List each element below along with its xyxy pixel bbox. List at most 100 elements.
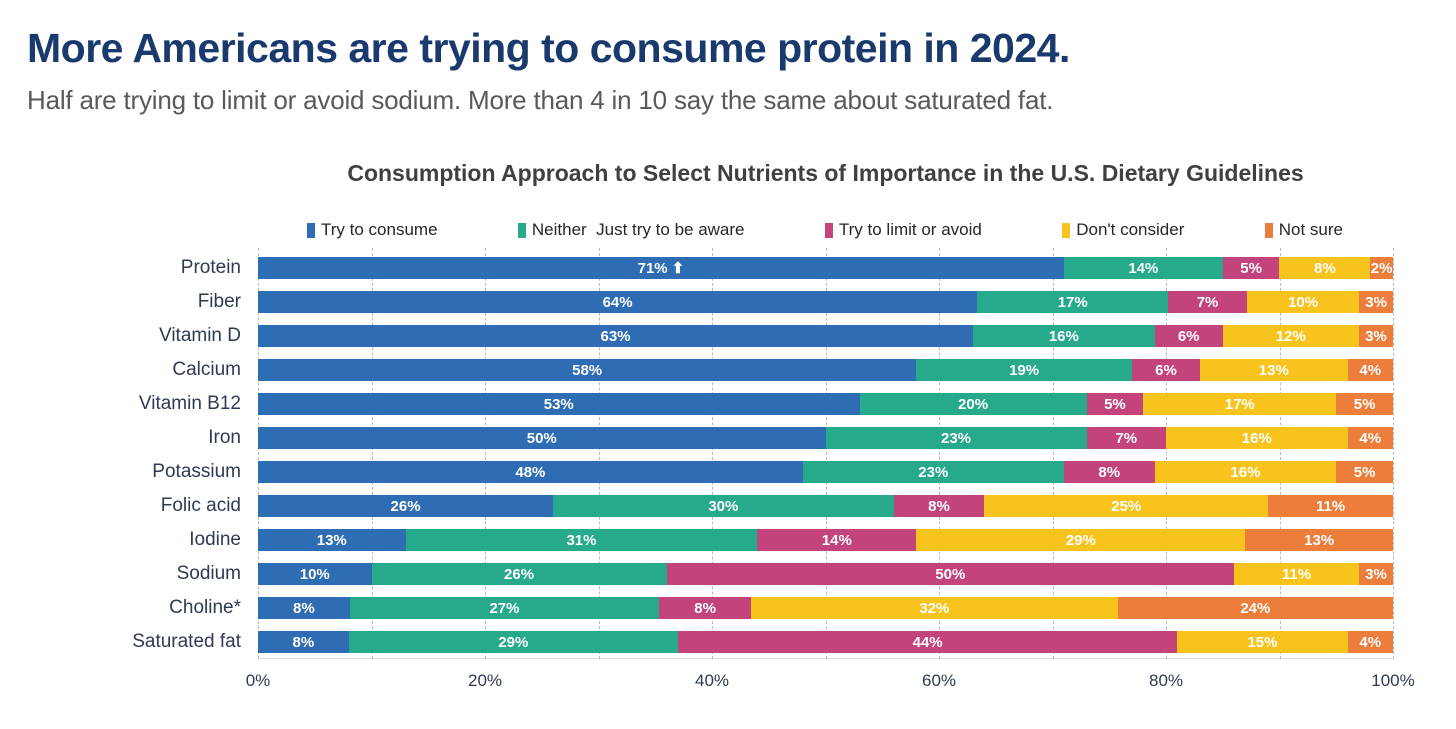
bar-track: 64% 17% 7% 10% 3%: [258, 291, 1393, 313]
gridline: [258, 248, 259, 659]
bar-segment: 24%: [1117, 597, 1393, 619]
bar-track: 63% 16% 6% 12% 3%: [258, 325, 1393, 347]
gridline: [1052, 248, 1054, 659]
bar-track: 58% 19% 6% 13% 4%: [258, 359, 1393, 381]
legend-item: Don't consider: [1062, 220, 1184, 240]
bar-segment: 11%: [1268, 495, 1393, 517]
bar-track: 8% 29% 44% 15% 4%: [258, 631, 1393, 653]
category-label: Vitamin B12: [138, 393, 241, 414]
legend-label: Try to consume: [321, 220, 438, 239]
bar-segment: 12%: [1222, 325, 1359, 347]
segment-value: 71%: [637, 259, 668, 277]
legend-item: Not sure: [1264, 220, 1343, 240]
segment-value: 13%: [1304, 531, 1335, 549]
segment-value: 8%: [293, 599, 315, 617]
gridline: [939, 248, 940, 659]
bar-segment: 5%: [1222, 257, 1280, 279]
bar-segment: 31%: [405, 529, 758, 551]
bar-segment: 13%: [258, 529, 406, 551]
legend-swatch: [1062, 222, 1071, 238]
segment-value: 10%: [1288, 293, 1319, 311]
chart-row: Choline* 8% 27% 8% 32% 24%: [169, 591, 1393, 625]
segment-value: 63%: [600, 327, 631, 345]
segment-value: 13%: [316, 531, 347, 549]
segment-value: 5%: [1240, 259, 1262, 277]
segment-value: 10%: [299, 565, 330, 583]
chart-row: Vitamin B12 53% 20% 5% 17% 5%: [139, 387, 1393, 421]
segment-value: 29%: [498, 633, 529, 651]
chart-title: Consumption Approach to Select Nutrients…: [347, 160, 1304, 186]
bar-segment: 8%: [258, 597, 350, 619]
bar-segment: 4%: [1347, 631, 1393, 653]
segment-value: 4%: [1359, 429, 1382, 447]
legend-label: Not sure: [1278, 220, 1343, 239]
bar-segment: 63%: [258, 325, 974, 347]
segment-value: 11%: [1315, 497, 1346, 515]
category-label: Fiber: [197, 291, 241, 312]
bar-track: 8% 27% 8% 32% 24%: [258, 597, 1393, 619]
segment-value: 3%: [1365, 327, 1387, 345]
category-label: Protein: [180, 257, 241, 278]
bar-segment: 26%: [371, 563, 667, 585]
bar-segment: 2%: [1370, 257, 1393, 279]
segment-value: 7%: [1196, 293, 1219, 311]
segment-value: 64%: [602, 293, 633, 311]
bar-track: 26% 30% 8% 25% 11%: [258, 495, 1393, 517]
segment-value: 6%: [1177, 327, 1200, 345]
segment-value: 4%: [1359, 633, 1382, 651]
segment-value: 23%: [941, 429, 972, 447]
gridline: [1393, 248, 1394, 659]
legend-swatch: [824, 222, 833, 238]
bar-segment: 10%: [258, 563, 372, 585]
bar-segment: 4%: [1347, 427, 1393, 449]
segment-value: 11%: [1281, 565, 1312, 583]
bar-segment: 16%: [1154, 461, 1337, 483]
segment-value: 4%: [1359, 361, 1382, 379]
segment-value: 3%: [1365, 565, 1387, 583]
chart-row: Potassium 48% 23% 8% 16% 5%: [152, 455, 1393, 489]
bar-segment: 27%: [349, 597, 660, 619]
legend-swatch: [517, 222, 526, 238]
bar-segment: 44%: [677, 631, 1178, 653]
x-axis-tick: 60%: [921, 671, 957, 690]
segment-value: 26%: [390, 497, 421, 515]
stacked-bar-chart: Consumption Approach to Select Nutrients…: [0, 160, 1456, 697]
segment-value: 16%: [1230, 463, 1261, 481]
segment-value: 14%: [1128, 259, 1159, 277]
header: More Americans are trying to consume pro…: [0, 0, 1456, 116]
segment-value: 12%: [1275, 327, 1306, 345]
segment-value: 6%: [1155, 361, 1177, 379]
bar-segment: 17%: [1143, 393, 1337, 415]
bar-segment: 58%: [258, 359, 917, 381]
page-title: More Americans are trying to consume pro…: [27, 25, 1070, 71]
segment-value: 5%: [1353, 463, 1376, 481]
chart-row: Iodine 13% 31% 14% 29% 13%: [189, 523, 1393, 557]
bar-segment: 8%: [258, 631, 349, 653]
segment-value: 27%: [489, 599, 520, 617]
gridline: [1166, 248, 1167, 659]
bar-segment: 25%: [984, 495, 1269, 517]
segment-value: 3%: [1365, 293, 1387, 311]
segment-value: 2%: [1370, 259, 1393, 277]
chart-row: Folic acid 26% 30% 8% 25% 11%: [161, 489, 1393, 523]
bar-segment: 53%: [258, 393, 860, 415]
segment-value: 29%: [1065, 531, 1096, 549]
bar-segment: 7%: [1086, 427, 1166, 449]
category-label: Folic acid: [160, 495, 241, 516]
bar-segment: 14%: [757, 529, 917, 551]
x-axis: 0% 20% 40% 60% 80% 100%: [246, 671, 1415, 697]
bar-segment: 50%: [258, 427, 826, 449]
bar-segment: 71% ⬆: [258, 257, 1064, 279]
legend-label: Don't consider: [1076, 220, 1185, 239]
bar-segment: 5%: [1086, 393, 1144, 415]
legend-label: Neither Just try to be aware: [531, 220, 745, 239]
segment-value: 16%: [1241, 429, 1272, 447]
legend-swatch: [1264, 222, 1273, 238]
bar-segment: 16%: [1165, 427, 1348, 449]
bar-track: 71% ⬆ 14% 5% 8% 2%: [258, 257, 1393, 279]
segment-value: 16%: [1048, 327, 1079, 345]
chart-row: Calcium 58% 19% 6% 13% 4%: [172, 353, 1393, 387]
bar-segment: 11%: [1234, 563, 1359, 585]
bar-segment: 64%: [258, 291, 978, 313]
